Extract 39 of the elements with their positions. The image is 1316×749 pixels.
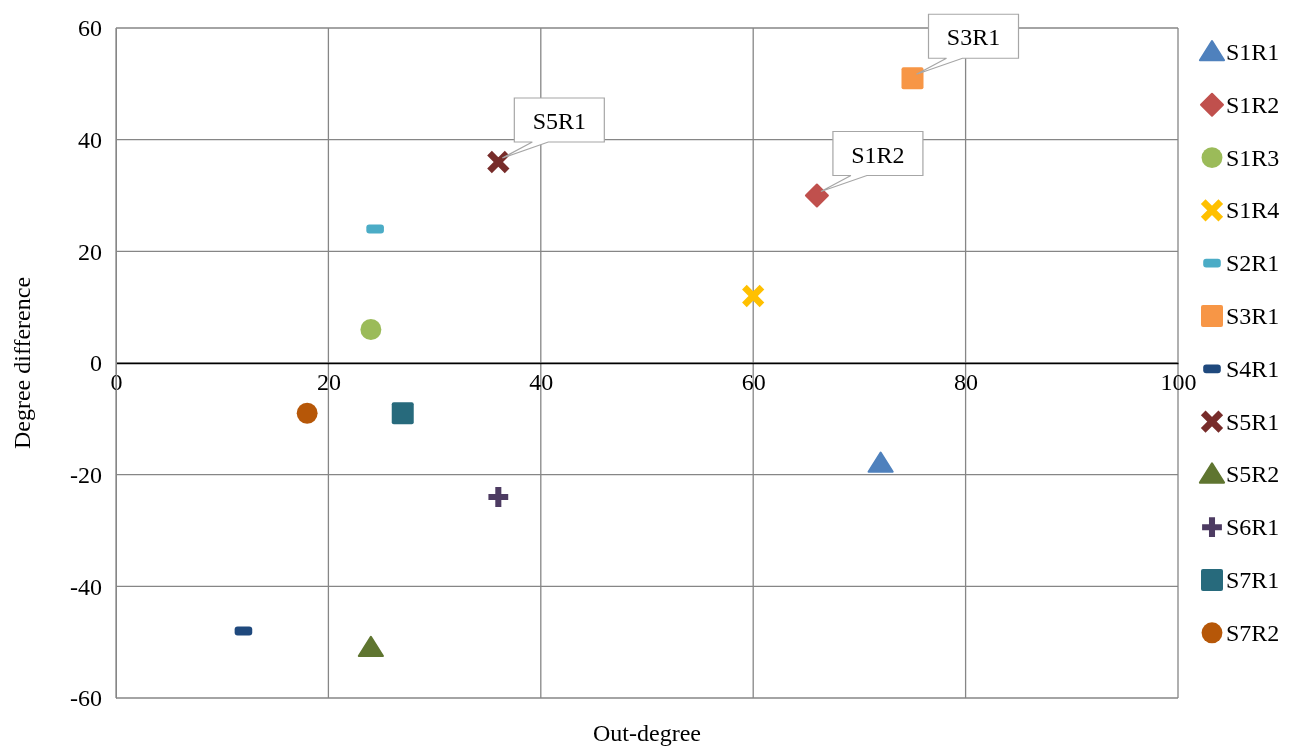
legend-label: S1R2: [1226, 91, 1280, 118]
point: [391, 402, 414, 425]
legend-label: S1R1: [1226, 39, 1280, 65]
x-axis-title: Out-degree: [593, 720, 701, 746]
x-tick-label: 0: [110, 369, 123, 396]
x-tick-label: 20: [316, 369, 341, 396]
legend-label: S5R2: [1226, 461, 1280, 488]
point: [804, 183, 829, 208]
legend-label: S7R2: [1226, 619, 1280, 646]
legend-label: S7R1: [1226, 567, 1280, 593]
y-axis-title: Degree difference: [9, 276, 35, 450]
y-tick-label: -20: [70, 461, 102, 488]
legend-label: S1R3: [1226, 144, 1280, 171]
annotation: S1R2: [851, 141, 905, 168]
y-tick-label: 0: [90, 350, 102, 377]
annotation: S3R1: [946, 24, 1001, 51]
x-tick-label: 80: [954, 369, 979, 396]
point: [357, 635, 384, 657]
annotation: S5R1: [532, 108, 586, 134]
x-tick-label: 100: [1160, 369, 1197, 396]
y-tick-label: -60: [70, 685, 102, 712]
legend-label: S4R1: [1226, 355, 1280, 382]
point: [360, 319, 382, 340]
legend-label: S5R1: [1226, 408, 1280, 435]
y-tick-label: 20: [78, 238, 102, 265]
legend-label: S3R1: [1226, 303, 1280, 329]
y-tick-label: 60: [78, 15, 102, 42]
legend-label: S2R1: [1226, 250, 1280, 277]
point: [296, 402, 318, 424]
x-tick-label: 40: [529, 369, 554, 396]
point: [486, 149, 511, 175]
point: [901, 67, 924, 90]
x-tick-label: 60: [741, 369, 766, 396]
legend-label: S6R1: [1226, 514, 1280, 541]
point: [867, 451, 894, 473]
y-tick-label: -40: [70, 573, 102, 600]
point: [741, 283, 766, 309]
legend-label: S1R4: [1226, 197, 1280, 224]
y-tick-label: 40: [78, 126, 102, 153]
